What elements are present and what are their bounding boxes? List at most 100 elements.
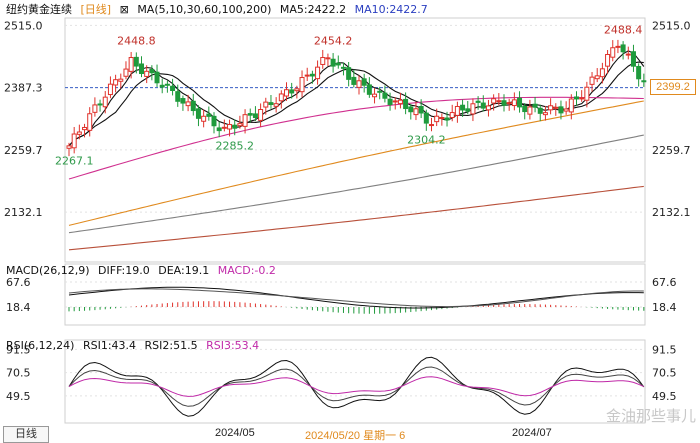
price-tick-left: 2387.3: [4, 82, 43, 95]
rsi-params[interactable]: RSI(6,12,24): [6, 339, 75, 352]
candle-body: [397, 99, 403, 105]
candle-body: [403, 98, 409, 110]
candle-body: [491, 98, 497, 104]
rsi1-value: RSI1:43.4: [82, 339, 137, 352]
candle-body: [227, 124, 233, 130]
candle-body: [542, 112, 548, 116]
candle-body: [247, 113, 253, 116]
candle-body: [584, 86, 590, 101]
date-axis-bar: 日线 2024/05 2024/05/20 星期一 6 2024/07: [0, 425, 700, 443]
period-selector[interactable]: 日线: [3, 426, 49, 443]
candle-body: [309, 73, 315, 77]
candle-body: [563, 108, 569, 112]
price-tick-right: 2515.0: [652, 19, 691, 32]
candle-body: [423, 112, 429, 124]
macd-tick-right: 67.6: [652, 276, 677, 289]
macd-diff-line: [68, 286, 644, 309]
macd-header: MACD(26,12,9) DIFF:19.0 DEA:19.1 MACD:-0…: [6, 263, 281, 279]
candle-body: [579, 97, 585, 100]
candle-body: [258, 109, 264, 121]
date-label-may: 2024/05: [215, 427, 255, 439]
candle-body: [92, 104, 98, 113]
candle-body: [630, 51, 636, 67]
candle-body: [434, 115, 440, 123]
candle-body: [501, 100, 507, 106]
price-tick-left: 2259.7: [4, 144, 43, 157]
candle-body: [454, 105, 460, 116]
candle-body: [113, 79, 119, 86]
high-label: 2454.2: [314, 35, 353, 48]
candle-body: [496, 100, 502, 103]
macd-panel: 67.6 67.6 18.4 18.4: [6, 263, 677, 326]
rsi-tick-right: 91.5: [652, 343, 677, 356]
candle-body: [418, 106, 424, 114]
candle-body: [252, 113, 258, 119]
candle-body: [149, 69, 155, 74]
ma100-line: [68, 134, 644, 234]
candle-body: [480, 102, 486, 109]
candle-body: [71, 133, 77, 149]
candle-body: [294, 88, 300, 92]
candle-body: [289, 89, 295, 94]
candle-body: [82, 126, 88, 131]
candle-body: [641, 80, 647, 83]
candle-body: [392, 100, 398, 103]
instrument-title: 纽约黄金连续: [6, 3, 72, 16]
low-label: 2304.2: [407, 133, 446, 146]
candle-body: [382, 92, 388, 99]
candle-body: [144, 70, 150, 77]
candle-body: [537, 107, 543, 114]
candle-body: [372, 93, 378, 98]
candle-body: [118, 78, 124, 82]
candle-body: [216, 127, 222, 132]
candle-body: [304, 74, 310, 77]
candle-body: [429, 124, 434, 127]
rsi3-value: RSI3:53.4: [206, 339, 260, 352]
candle-body: [620, 44, 626, 53]
candle-body: [605, 53, 611, 67]
ma5-value: MA5:2422.2: [279, 3, 347, 16]
candle-body: [211, 115, 217, 127]
ma10-line: [68, 61, 644, 147]
candle-body: [159, 84, 165, 88]
candle-body: [175, 91, 181, 102]
price-tick-left: 2132.1: [4, 206, 43, 219]
candle-body: [195, 108, 201, 119]
candle-body: [221, 126, 227, 129]
candle-body: [123, 68, 129, 77]
candle-body: [574, 96, 579, 100]
watermark: 金油那些事儿: [605, 408, 696, 425]
price-tick-right: 2259.7: [652, 144, 691, 157]
candle-body: [589, 76, 595, 85]
candle-body: [517, 97, 523, 108]
rsi-tick-right: 49.5: [652, 390, 677, 403]
candle-body: [330, 58, 336, 67]
candle-body: [102, 96, 108, 108]
high-label: 2488.4: [604, 24, 643, 37]
candle-body: [299, 77, 305, 93]
rsi-panel: 91.5 91.5 70.5 70.5 49.5 49.5: [6, 339, 677, 424]
candle-body: [366, 84, 372, 95]
candle-body: [351, 76, 357, 85]
rsi1-line: [68, 356, 645, 417]
candle-body: [242, 114, 248, 127]
candle-body: [460, 104, 466, 111]
high-label: 2448.8: [117, 35, 155, 48]
date-label-july: 2024/07: [512, 427, 552, 439]
candle-body: [190, 100, 196, 112]
candle-body: [475, 100, 481, 103]
candle-body: [107, 83, 113, 96]
candle-body: [273, 103, 279, 107]
candle-body: [558, 106, 564, 114]
date-crosshair-label: 2024/05/20 星期一 6: [305, 430, 406, 442]
moving-average-lines: [68, 50, 645, 251]
candle-body: [361, 78, 367, 86]
candle-body: [237, 123, 243, 127]
candle-body: [170, 85, 176, 92]
ma-params[interactable]: MA(5,10,30,60,100,200): [137, 3, 272, 16]
rsi-frame: [64, 339, 646, 424]
period-label[interactable]: [日线]: [80, 3, 112, 16]
chart-icon[interactable]: ⊠: [119, 3, 129, 16]
macd-params[interactable]: MACD(26,12,9): [6, 264, 90, 277]
